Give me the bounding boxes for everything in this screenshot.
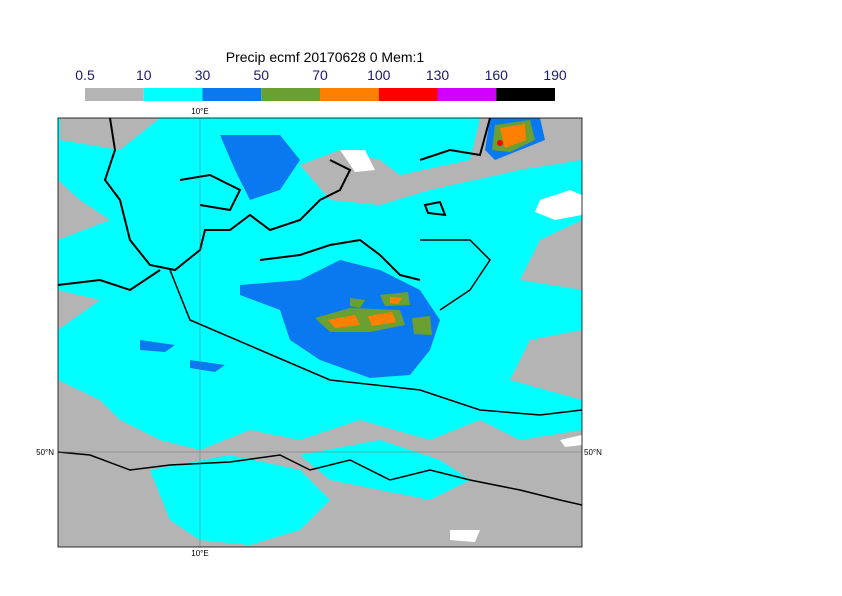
- precip-area: [220, 135, 300, 200]
- precip-area: [497, 140, 503, 146]
- lat-label: 50°N: [36, 448, 54, 457]
- colorbar-label: 10: [136, 67, 152, 83]
- colorbar-label: 160: [485, 67, 509, 83]
- precip-area: [150, 455, 330, 545]
- colorbar-label: 130: [426, 67, 450, 83]
- colorbar-segment: [202, 88, 262, 101]
- colorbar-segment: [85, 88, 144, 101]
- precip-area: [300, 440, 470, 500]
- colorbar-segment: [378, 88, 438, 101]
- border: [58, 239, 582, 506]
- colorbar-label: 30: [195, 67, 211, 83]
- colorbar-label: 190: [543, 67, 567, 83]
- colorbar: 0.5 10 30 50 70 100 130 160 190: [75, 67, 567, 101]
- colorbar-label: 100: [367, 67, 391, 83]
- title: Precip ecmf 20170628 0 Mem:1: [226, 49, 425, 65]
- precip-area: [328, 297, 402, 328]
- colorbar-label: 70: [312, 67, 328, 83]
- lon-label: 10°E: [191, 549, 208, 558]
- map-frame: [57, 117, 583, 548]
- colorbar-segment: [143, 88, 203, 101]
- colorbar-segment: [496, 88, 555, 101]
- lon-label: 10°E: [191, 107, 208, 116]
- colorbar-segment: [320, 88, 379, 101]
- map: 10°E 10°E 50°N 50°N: [36, 107, 602, 558]
- lat-label: 50°N: [584, 448, 602, 457]
- dry-area: [58, 420, 160, 470]
- dry-area: [60, 118, 160, 150]
- graticule: [58, 118, 582, 547]
- colorbar-label: 50: [253, 67, 269, 83]
- colorbar-segment: [261, 88, 320, 101]
- colorbar-label: 0.5: [75, 67, 95, 83]
- colorbar-segment: [437, 88, 497, 101]
- precip-area: [500, 124, 526, 148]
- precip-area: [140, 340, 225, 372]
